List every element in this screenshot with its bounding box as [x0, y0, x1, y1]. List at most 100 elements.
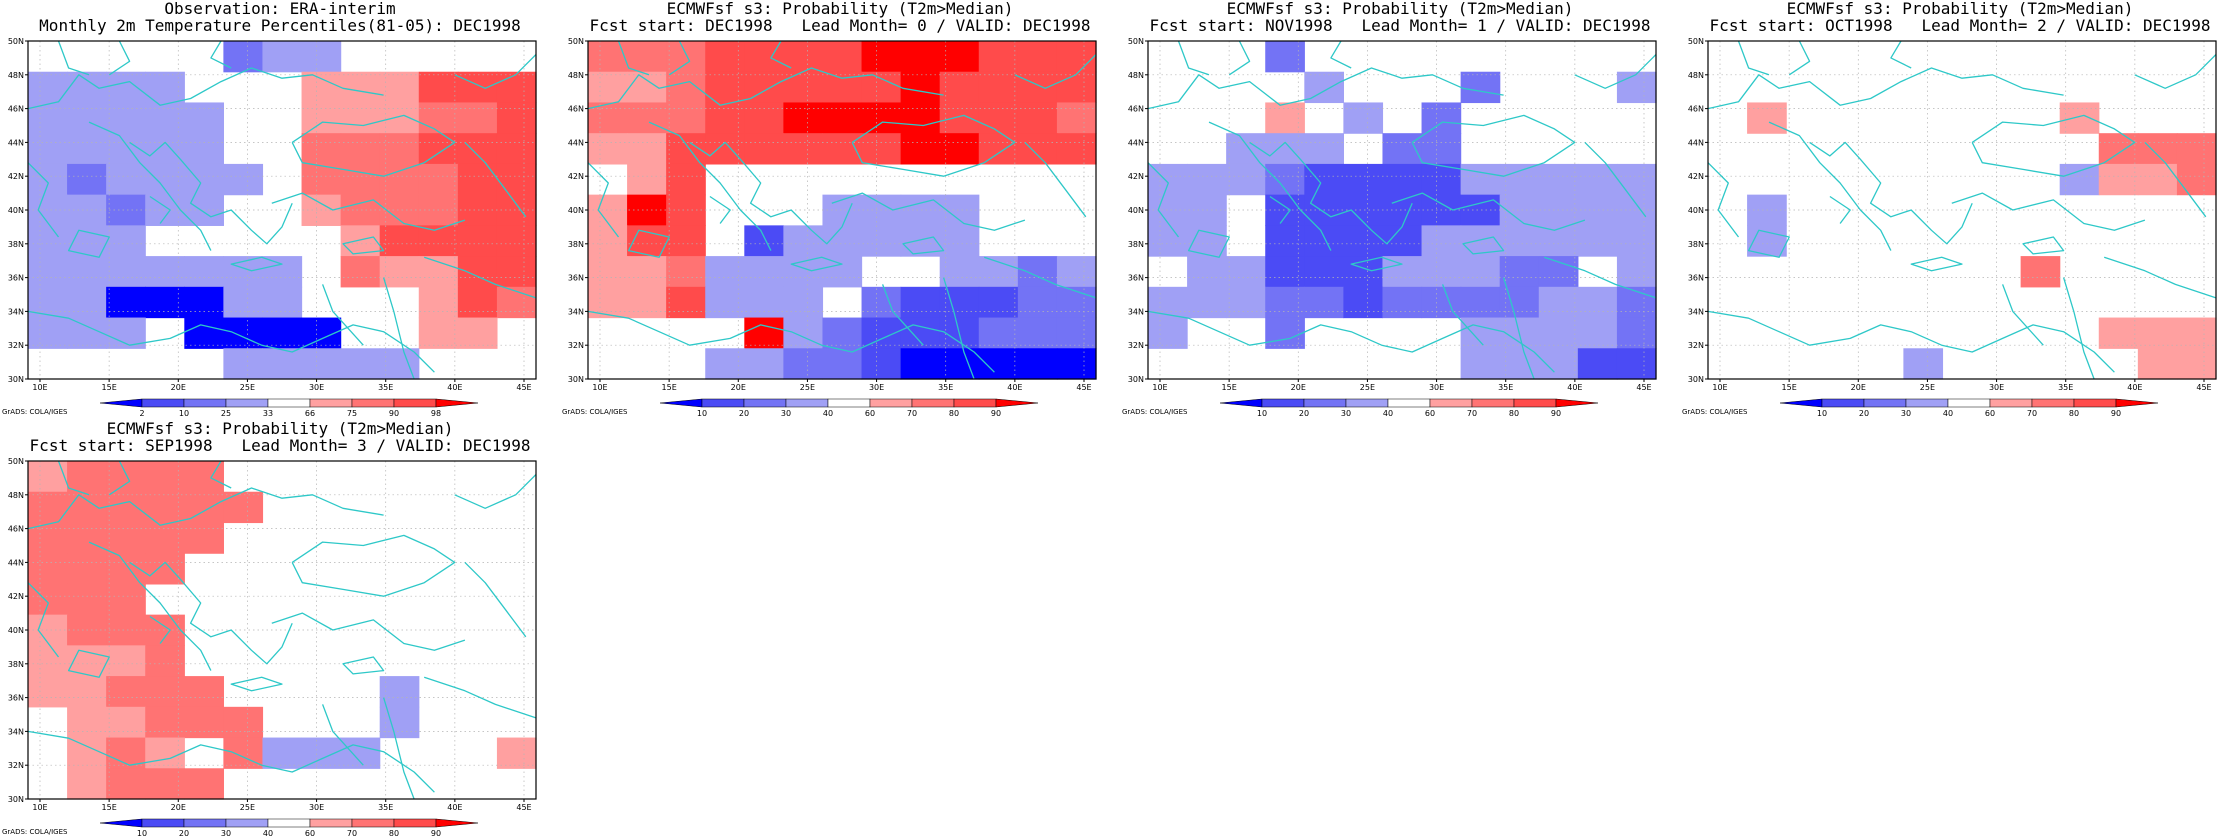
coastline	[1788, 40, 1811, 76]
coastline	[454, 54, 537, 89]
lat-tick-label: 44N	[568, 138, 584, 147]
grid-cell	[67, 317, 107, 349]
grads-credit: GrADS: COLA/IGES	[2, 408, 68, 416]
grid-cell	[978, 286, 1019, 319]
coastline	[27, 162, 60, 238]
grid-cell	[145, 676, 185, 708]
grid-cell	[1265, 256, 1305, 288]
coastline	[57, 460, 90, 496]
coastline	[2144, 141, 2207, 218]
grid-cell	[1460, 348, 1501, 380]
grid-cell	[223, 491, 264, 524]
grid-cell	[223, 163, 264, 196]
colorbar-swatch	[1219, 398, 1263, 408]
coastline	[1014, 54, 1097, 89]
grid-cell	[627, 102, 667, 134]
grid-cell	[2176, 317, 2217, 349]
colorbar-swatch	[183, 398, 227, 408]
colorbar: 10 20 30 40 60 70 80 90	[1219, 398, 1599, 418]
colorbar-label: 60	[865, 409, 875, 418]
grid-cell	[1538, 317, 1579, 349]
colorbar: 10 20 30 40 60 70 80 90	[99, 818, 479, 838]
colorbar-label: 33	[263, 409, 273, 418]
coastline	[2062, 277, 2095, 380]
coastline	[129, 141, 293, 245]
grid-cell	[978, 71, 1019, 104]
lat-tick-label: 42N	[1128, 172, 1144, 181]
lat-tick-label: 36N	[1688, 274, 1704, 283]
grid-cell	[900, 102, 941, 134]
colorbar-label: 10	[1257, 409, 1267, 418]
lat-tick-label: 40N	[8, 206, 24, 215]
coastline	[1707, 67, 2064, 110]
colorbar-label: 20	[739, 409, 749, 418]
lat-tick-label: 34N	[1128, 307, 1144, 316]
lat-tick-label: 50N	[568, 37, 584, 46]
grid-cell	[106, 706, 146, 739]
grid-cell	[783, 71, 824, 104]
grid-cell	[379, 676, 420, 708]
lon-tick-label: 40E	[1567, 383, 1582, 392]
map-panel: ECMWFsf s3: Probability (T2m>Median) Fcst…	[560, 0, 1120, 420]
grid-cell	[1577, 348, 1618, 380]
colorbar-swatch	[225, 398, 269, 408]
grid-cell	[262, 41, 303, 73]
grid-cell	[106, 491, 146, 524]
grid-cell	[2137, 348, 2178, 380]
grid-cell	[67, 522, 107, 554]
colorbar-label: 90	[2111, 409, 2121, 418]
grid-cell	[861, 71, 902, 104]
grid-cell	[145, 737, 185, 769]
colorbar-swatch	[785, 398, 829, 408]
grid-cell	[1538, 256, 1579, 288]
lat-tick-label: 50N	[1688, 37, 1704, 46]
grid-cell	[783, 133, 824, 165]
grid-cell	[496, 163, 537, 196]
grid-cell	[2137, 317, 2178, 349]
grid-cell	[418, 256, 459, 288]
colorbar: 10 20 30 40 60 70 80 90	[659, 398, 1039, 418]
grid-cell	[106, 522, 146, 554]
grid-cell	[184, 286, 224, 319]
panel-title-line-1: ECMWFsf s3: Probability (T2m>Median)	[1786, 0, 2134, 18]
grid-cell	[262, 348, 303, 380]
grid-cell	[861, 41, 902, 73]
colorbar-swatch	[267, 818, 311, 828]
grid-cell	[978, 102, 1019, 134]
grid-cell	[939, 133, 980, 165]
map-plot: 10E 15E 20E 25E 30E 35E 40E 45E 30N 32N 34N 36N 38N 4…	[8, 457, 537, 838]
grid-cell	[900, 71, 941, 104]
grid-cell	[2059, 102, 2100, 134]
colorbar-label: 98	[431, 409, 441, 418]
lat-tick-label: 32N	[1688, 341, 1704, 350]
coastline	[108, 460, 131, 496]
grid-cell	[1616, 348, 1657, 380]
coastline	[617, 40, 650, 76]
grid-cell	[67, 491, 107, 524]
grid-cell	[978, 133, 1019, 165]
grid-cell	[145, 614, 185, 646]
grid-cell	[1265, 102, 1305, 134]
map-panel: ECMWFsf s3: Probability (T2m>Median) Fcst…	[1120, 0, 1680, 420]
panel-title: ECMWFsf s3: Probability (T2m>Median) Fcst…	[560, 0, 1120, 34]
grid-cell	[457, 102, 498, 134]
map-plot: 10E 15E 20E 25E 30E 35E 40E 45E 30N 32N 34N 36N 38N 4…	[8, 37, 537, 418]
colorbar-swatch	[1905, 398, 1949, 408]
grid-cell	[1304, 286, 1344, 319]
coastline	[2134, 54, 2217, 89]
grid-cell	[106, 71, 146, 104]
grid-cell	[1616, 225, 1657, 257]
lat-tick-label: 34N	[568, 307, 584, 316]
colorbar-swatch	[309, 818, 353, 828]
grid-cell	[822, 225, 863, 257]
lat-tick-label: 34N	[1688, 307, 1704, 316]
grid-cell	[1421, 102, 1462, 134]
lon-tick-label: 30E	[869, 383, 884, 392]
lat-tick-label: 32N	[568, 341, 584, 350]
colorbar-label: 90	[1551, 409, 1561, 418]
coastline	[1971, 114, 2136, 177]
grid-cell	[301, 163, 342, 196]
grid-cell	[184, 163, 224, 196]
grid-cell	[1187, 163, 1227, 196]
grid-cell	[67, 583, 107, 616]
